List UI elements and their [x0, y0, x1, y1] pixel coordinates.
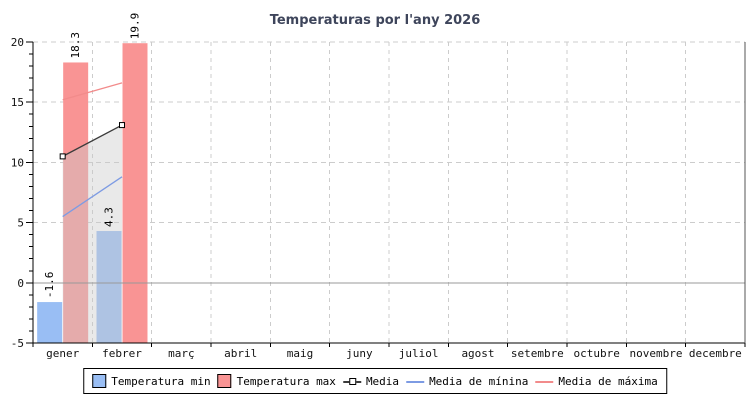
- legend-square-marker-icon: [348, 378, 356, 385]
- category-label-agost: agost: [461, 347, 494, 360]
- y-tick-label: 15: [11, 96, 24, 109]
- legend-item-temperatura-min: Temperatura min: [92, 374, 211, 388]
- category-label-octubre: octubre: [573, 347, 619, 360]
- bar-value-label: 19.9: [129, 13, 142, 40]
- y-tick-label: 0: [17, 277, 24, 290]
- category-label-novembre: novembre: [630, 347, 683, 360]
- line-media-de-máxima: [62, 82, 123, 101]
- bar-value-label: 4.3: [103, 207, 116, 227]
- chart-title: Temperaturas por l'any 2026: [269, 13, 481, 28]
- media-marker: [119, 122, 125, 129]
- media-marker: [59, 153, 66, 160]
- legend-line-stroke: [535, 380, 554, 383]
- y-tick-label: -5: [11, 337, 24, 350]
- chart-legend: Temperatura min Temperatura max Media Media…: [83, 368, 667, 394]
- legend-label-temperatura-min: Temperatura min: [111, 374, 211, 388]
- legend-swatch-icon: [217, 374, 232, 388]
- legend-label-media-de-máxima: Media de máxima: [558, 374, 658, 388]
- legend-label-media-de-mínina: Media de mínina: [429, 374, 529, 388]
- shade-area: [62, 125, 122, 344]
- legend-line-icon: [406, 377, 425, 386]
- bar-temperatura-min-febrer: [96, 231, 122, 343]
- category-label-juny: juny: [346, 347, 373, 360]
- category-label-juliol: juliol: [399, 347, 439, 360]
- legend-label-media: Media: [365, 374, 400, 388]
- category-label-febrer: febrer: [102, 347, 142, 360]
- category-label-setembre: setembre: [511, 347, 564, 360]
- category-label-maig: maig: [287, 347, 314, 360]
- legend-item-media-de-máxima: Media de máxima: [535, 374, 658, 388]
- legend-line-icon: [342, 377, 361, 386]
- y-tick-label: 10: [11, 156, 24, 169]
- y-tick-label: 5: [17, 217, 24, 230]
- legend-item-media: Media: [342, 374, 400, 388]
- legend-item-media-de-mínina: Media de mínina: [406, 375, 528, 388]
- y-tick-label: 20: [11, 36, 24, 49]
- bar-temperatura-max-febrer: [122, 43, 148, 343]
- category-label-decembre: decembre: [689, 347, 742, 360]
- category-label-abril: abril: [224, 347, 257, 360]
- legend-line-icon: [535, 377, 554, 386]
- line-media-de-mínina: [62, 176, 123, 218]
- legend-item-temperatura-max: Temperatura max: [217, 374, 336, 388]
- bar-value-label: 18.3: [69, 32, 82, 59]
- legend-label-temperatura-max: Temperatura max: [236, 374, 336, 388]
- category-label-març: març: [168, 347, 195, 360]
- legend-line-stroke: [406, 380, 425, 383]
- legend-swatch-icon: [92, 374, 107, 388]
- bar-value-label: -1.6: [43, 272, 56, 299]
- bar-temperatura-min-gener: [37, 302, 63, 343]
- category-label-gener: gener: [46, 347, 79, 360]
- line-media: [62, 124, 123, 157]
